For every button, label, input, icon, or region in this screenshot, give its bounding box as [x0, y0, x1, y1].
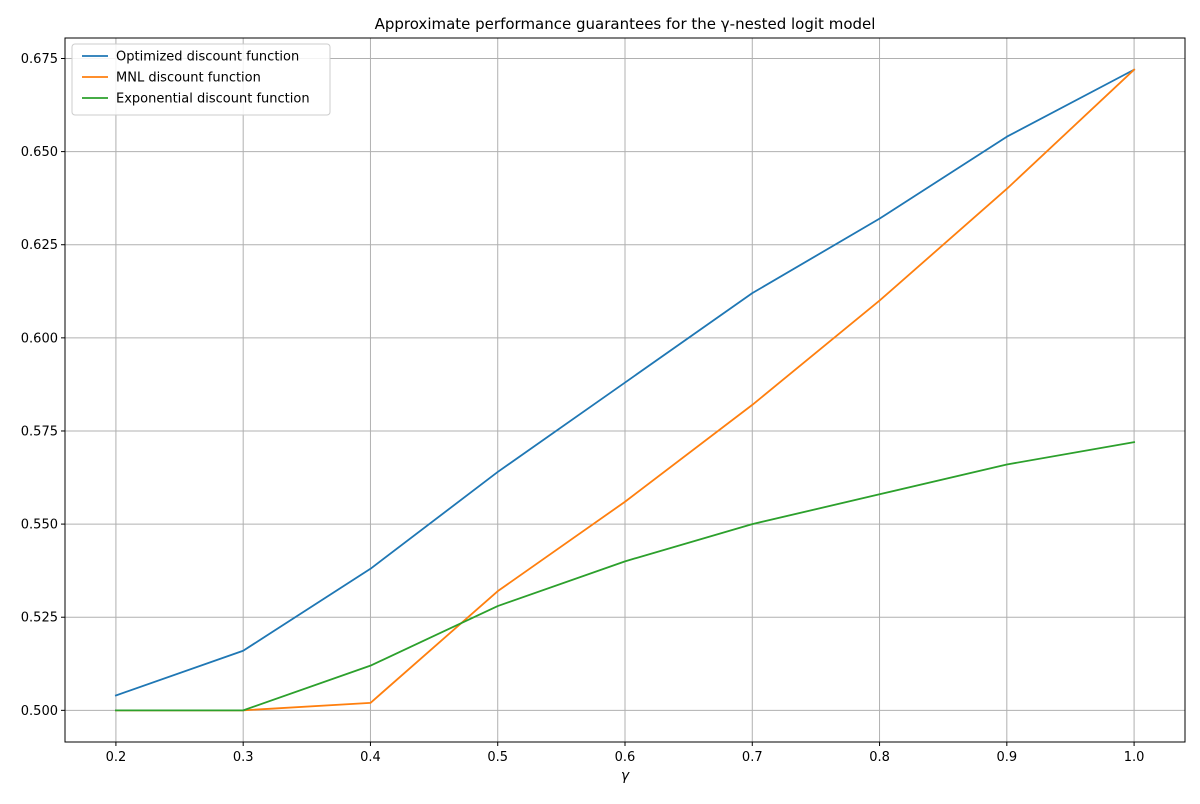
- x-tick-label: 1.0: [1124, 750, 1145, 765]
- x-tick-label: 0.6: [615, 750, 636, 765]
- series-line-1: [114, 68, 1136, 697]
- y-tick-label: 0.625: [21, 238, 58, 253]
- y-tick-label: 0.525: [21, 611, 58, 626]
- x-tick-label: 0.3: [233, 750, 254, 765]
- x-tick-label: 0.5: [487, 750, 508, 765]
- y-axis-ticks: 0.500 0.525 0.550 0.575 0.600 0.625 0.650 0.675: [21, 52, 65, 719]
- x-tick-label: 0.9: [996, 750, 1017, 765]
- y-tick-label: 0.575: [21, 424, 58, 439]
- x-tick-label: 0.2: [106, 750, 127, 765]
- y-tick-label: 0.500: [21, 704, 58, 719]
- y-tick-label: 0.675: [21, 52, 58, 67]
- legend-label: Optimized discount function: [116, 50, 299, 65]
- y-tick-label: 0.550: [21, 518, 58, 533]
- x-tick-label: 0.7: [742, 750, 763, 765]
- series-lines: [114, 68, 1136, 712]
- legend-label: Exponential discount function: [116, 92, 310, 107]
- chart-title: Approximate performance guarantees for t…: [375, 15, 876, 33]
- x-axis-ticks: 0.2 0.3 0.4 0.5 0.6 0.7 0.8 0.9 1.0: [106, 742, 1145, 765]
- grid: [65, 38, 1185, 742]
- series-line-3: [115, 441, 1136, 712]
- legend: Optimized discount function MNL discount …: [71, 43, 331, 116]
- x-tick-label: 0.4: [360, 750, 381, 765]
- x-tick-label: 0.8: [869, 750, 890, 765]
- legend-box: [71, 43, 331, 116]
- x-axis-label: γ: [621, 768, 630, 784]
- series-line-2: [115, 68, 1136, 712]
- y-tick-label: 0.650: [21, 145, 58, 160]
- y-tick-label: 0.600: [21, 331, 58, 346]
- legend-label: MNL discount function: [116, 71, 261, 86]
